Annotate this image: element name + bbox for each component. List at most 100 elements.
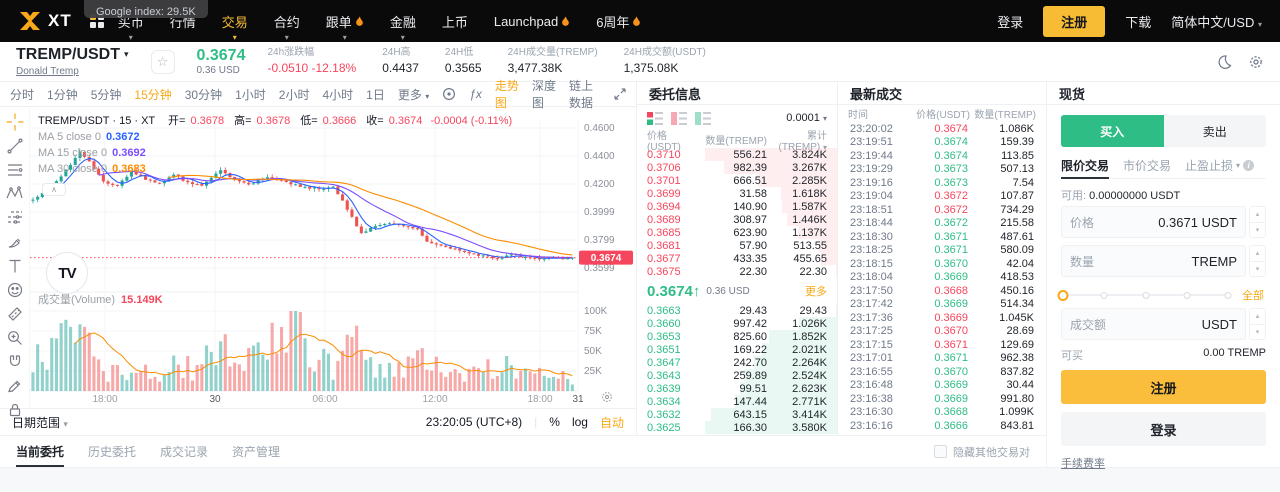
login-button-form[interactable]: 登录 xyxy=(1061,412,1266,446)
orderbook-ask-row[interactable]: 0.3681 57.90 513.55 xyxy=(637,239,837,252)
quantity-stepper[interactable]: ▴ ▾ xyxy=(1249,245,1266,277)
tab-limit-order[interactable]: 限价交易 xyxy=(1061,153,1110,179)
orderbook-ask-row[interactable]: 0.3694 140.90 1.587K xyxy=(637,200,837,213)
legend-collapse-button[interactable]: ∧ xyxy=(42,183,66,196)
emoji-icon[interactable] xyxy=(6,281,24,299)
slider-stop-0[interactable] xyxy=(1057,289,1069,301)
text-icon[interactable] xyxy=(6,257,24,275)
orderbook-ask-row[interactable]: 0.3675 22.30 22.30 xyxy=(637,265,837,278)
precision-dropdown[interactable]: 0.0001 ▾ xyxy=(786,112,827,124)
nav-item-买币[interactable]: 买币 ▾ xyxy=(118,12,144,42)
orderbook-bid-row[interactable]: 0.3643 259.89 2.524K xyxy=(637,369,837,382)
slider-all-label[interactable]: 全部 xyxy=(1242,290,1264,302)
forecast-icon[interactable] xyxy=(6,209,24,227)
orderbook-ask-row[interactable]: 0.3710 556.21 3.824K xyxy=(637,148,837,161)
tab-当前委托[interactable]: 当前委托 xyxy=(16,436,65,467)
checkbox-icon[interactable] xyxy=(934,445,947,458)
zoom-in-icon[interactable] xyxy=(6,329,24,347)
indicators-icon[interactable]: ƒx xyxy=(469,87,482,101)
chart-settings-gear-icon[interactable] xyxy=(600,390,614,404)
token-fullname[interactable]: Donald Tremp xyxy=(16,65,79,77)
amount-input[interactable]: 成交额 USDT xyxy=(1061,308,1246,340)
fib-lines-icon[interactable] xyxy=(6,161,24,179)
view-深度图[interactable]: 深度图 xyxy=(531,79,556,110)
orderbook-bid-row[interactable]: 0.3625 166.30 3.580K xyxy=(637,421,837,434)
locale-selector[interactable]: 简体中文/USD ▾ xyxy=(1171,14,1262,30)
register-button-form[interactable]: 注册 xyxy=(1061,370,1266,404)
slider-stop-75[interactable] xyxy=(1183,291,1191,299)
date-range-button[interactable]: 日期范围 ▾ xyxy=(12,415,68,430)
interval-分时[interactable]: 分时 xyxy=(10,87,35,102)
percent-scale-button[interactable]: % xyxy=(549,415,560,429)
register-button[interactable]: 注册 xyxy=(1043,5,1106,37)
settings-gear-icon[interactable] xyxy=(1248,54,1264,70)
download-link[interactable]: 下载 xyxy=(1125,14,1152,30)
quantity-input[interactable]: 数量 TREMP xyxy=(1061,245,1246,277)
xabcd-pattern-icon[interactable] xyxy=(5,185,24,203)
price-stepper[interactable]: ▴ ▾ xyxy=(1249,206,1266,238)
tab-资产管理[interactable]: 资产管理 xyxy=(232,445,281,459)
fullscreen-icon[interactable] xyxy=(614,87,626,102)
book-view-bids-icon[interactable] xyxy=(695,111,711,125)
book-view-both-icon[interactable] xyxy=(647,111,663,125)
candlestick-chart[interactable]: 0.4600 0.4400 0.4200 0.3999 0.3799 0.3599 100K… xyxy=(0,108,636,408)
login-link[interactable]: 登录 xyxy=(997,14,1024,30)
orderbook-ask-row[interactable]: 0.3706 982.39 3.267K xyxy=(637,161,837,174)
pair-selector[interactable]: TREMP/USDT ▾ Donald Tremp xyxy=(16,46,129,77)
amount-slider[interactable]: 全部 xyxy=(1057,289,1264,302)
interval-5分钟[interactable]: 5分钟 xyxy=(90,87,122,102)
tradingview-logo[interactable]: TV xyxy=(46,252,88,294)
favorite-star-icon[interactable]: ☆ xyxy=(150,49,175,74)
log-scale-button[interactable]: log xyxy=(571,415,588,429)
trend-line-icon[interactable] xyxy=(6,137,24,155)
interval-1日[interactable]: 1日 xyxy=(366,87,385,102)
drawing-lock-icon[interactable] xyxy=(6,377,24,395)
nav-item-合约[interactable]: 合约 ▾ xyxy=(274,12,300,42)
interval-30分钟[interactable]: 30分钟 xyxy=(184,87,223,102)
book-view-asks-icon[interactable] xyxy=(671,111,687,125)
interval-more-dropdown[interactable]: 更多 ▾ xyxy=(397,87,430,102)
hide-other-pairs-checkbox[interactable]: 隐藏其他交易对 xyxy=(934,444,1030,460)
magnet-icon[interactable] xyxy=(6,353,24,371)
slider-stop-50[interactable] xyxy=(1142,291,1149,299)
more-link[interactable]: 更多 xyxy=(805,286,827,298)
orderbook-bid-row[interactable]: 0.3653 825.60 1.852K xyxy=(637,330,837,343)
tab-stop-order[interactable]: 止盈止损 ▾ i xyxy=(1185,153,1255,178)
orderbook-bid-row[interactable]: 0.3660 997.42 1.026K xyxy=(637,317,837,330)
interval-15分钟[interactable]: 15分钟 xyxy=(134,87,172,102)
interval-2小时[interactable]: 2小时 xyxy=(278,87,310,102)
ruler-icon[interactable] xyxy=(6,305,24,323)
sell-tab[interactable]: 卖出 xyxy=(1202,124,1227,139)
nav-item-金融[interactable]: 金融 ▾ xyxy=(390,12,416,42)
interval-4小时[interactable]: 4小时 xyxy=(322,87,354,102)
price-input[interactable]: 价格 0.3671 USDT xyxy=(1061,206,1246,238)
orderbook-bid-row[interactable]: 0.3634 147.44 2.771K xyxy=(637,395,837,408)
orderbook-bid-row[interactable]: 0.3647 242.70 2.264K xyxy=(637,356,837,369)
orderbook-bid-row[interactable]: 0.3639 99.51 2.623K xyxy=(637,382,837,395)
tab-历史委托[interactable]: 历史委托 xyxy=(88,445,137,459)
amount-stepper[interactable]: ▴ ▾ xyxy=(1249,308,1266,340)
slider-stop-25[interactable] xyxy=(1100,291,1108,299)
chart-style-icon[interactable] xyxy=(442,87,456,102)
orderbook-ask-row[interactable]: 0.3699 31.58 1.618K xyxy=(637,187,837,200)
interval-1分钟[interactable]: 1分钟 xyxy=(47,87,78,102)
brush-icon[interactable] xyxy=(6,233,24,251)
tab-market-order[interactable]: 市价交易 xyxy=(1123,159,1172,173)
interval-1小时[interactable]: 1小时 xyxy=(235,87,266,102)
orderbook-bid-row[interactable]: 0.3651 169.22 2.021K xyxy=(637,343,837,356)
nav-item-上币[interactable]: 上币 xyxy=(442,12,468,31)
slider-stop-100[interactable] xyxy=(1224,291,1232,299)
nav-item-跟单[interactable]: 跟单 ▾ xyxy=(326,12,364,42)
crosshair-icon[interactable] xyxy=(5,113,24,131)
orderbook-bid-row[interactable]: 0.3663 29.43 29.43 xyxy=(637,304,837,317)
nav-item-6周年[interactable]: 6周年 xyxy=(596,12,641,31)
fee-rate-link[interactable]: 手续费率 xyxy=(1061,458,1105,470)
nav-item-Launchpad[interactable]: Launchpad xyxy=(494,14,570,29)
view-链上数据[interactable]: 链上数据 xyxy=(568,79,593,110)
auto-scale-button[interactable]: 自动 xyxy=(599,415,624,430)
theme-moon-icon[interactable] xyxy=(1216,54,1232,70)
lock-icon[interactable] xyxy=(6,401,24,419)
orderbook-ask-row[interactable]: 0.3677 433.35 455.65 xyxy=(637,252,837,265)
view-走势图[interactable]: 走势图 xyxy=(494,79,519,110)
orderbook-ask-row[interactable]: 0.3685 623.90 1.137K xyxy=(637,226,837,239)
